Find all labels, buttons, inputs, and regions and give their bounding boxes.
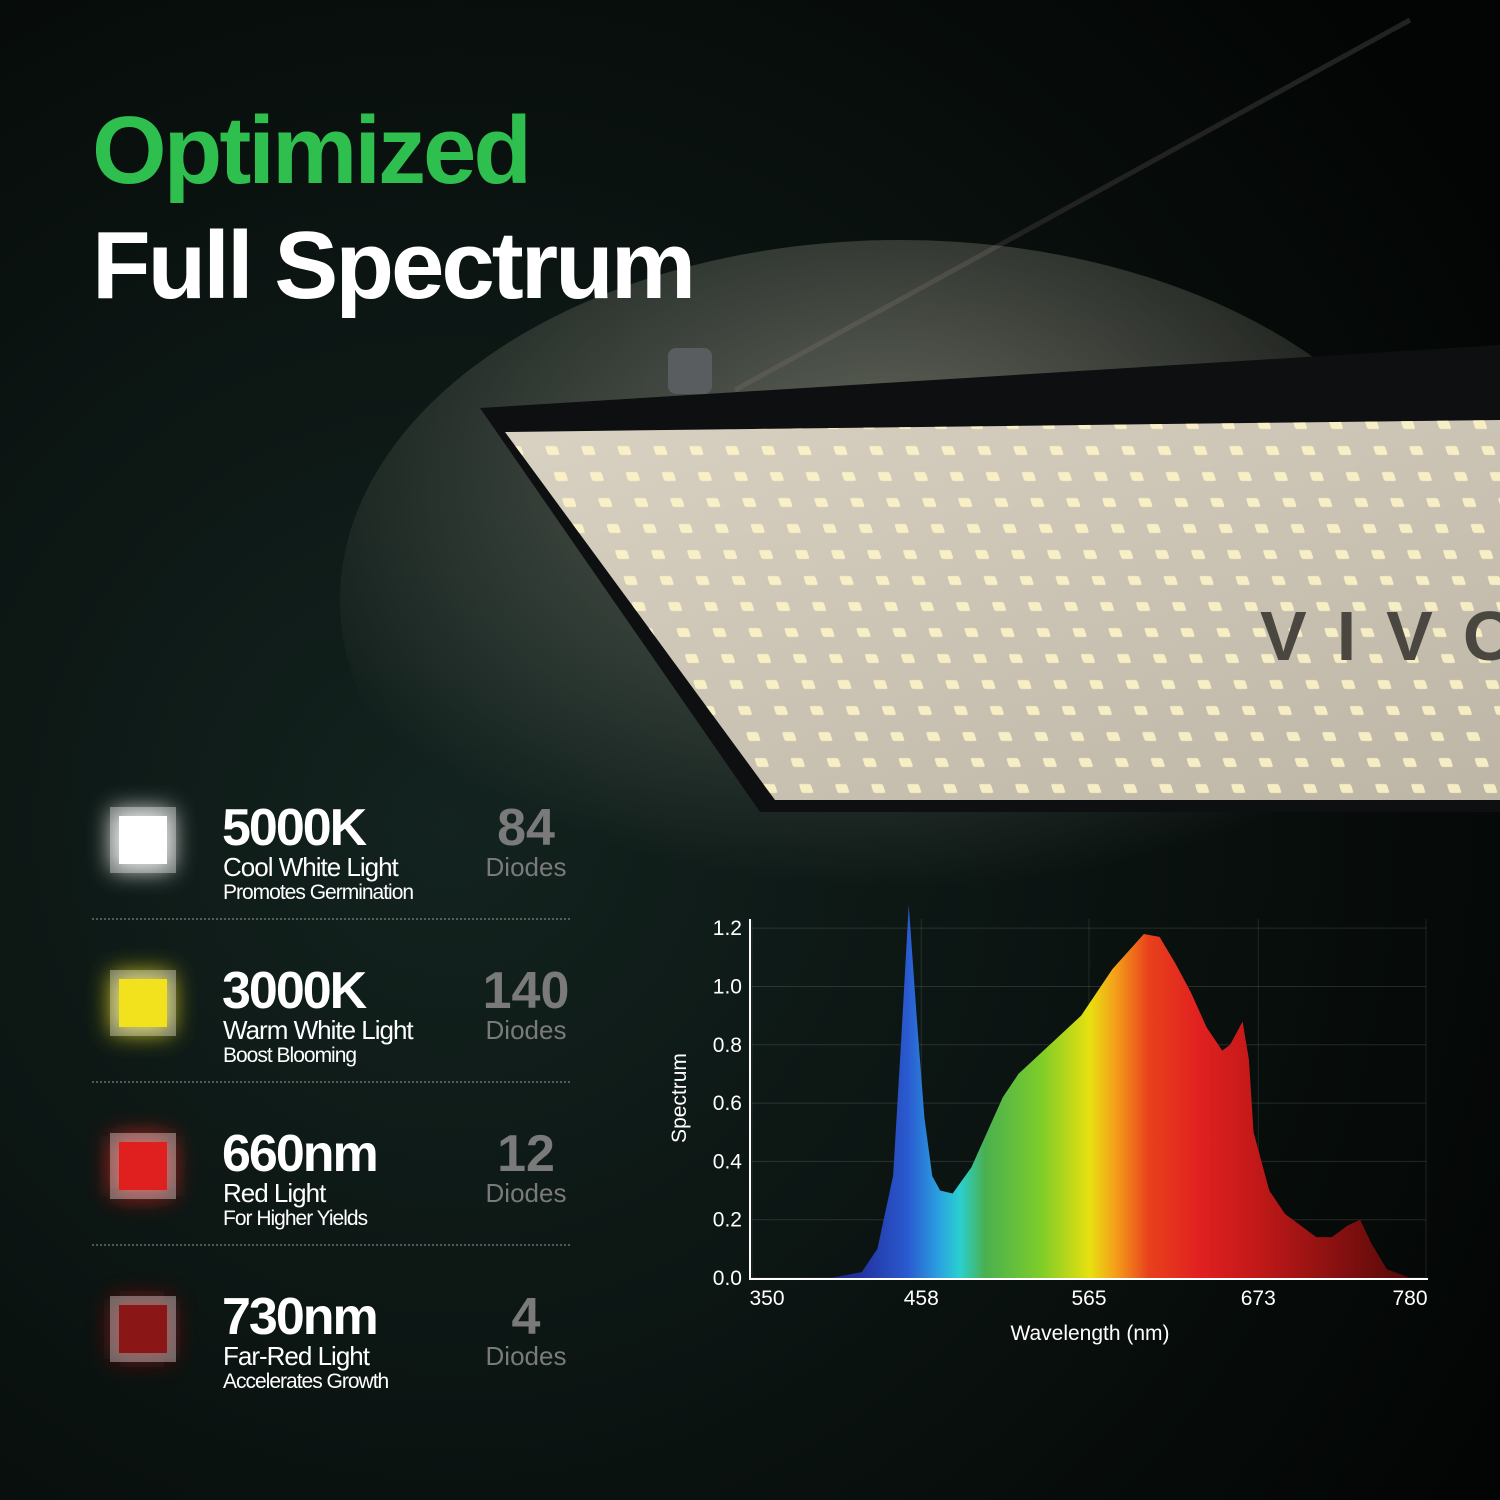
item-unit: Diodes — [486, 1178, 567, 1208]
item-name: 5000K — [222, 799, 368, 857]
x-axis-label: Wavelength (nm) — [1010, 1322, 1169, 1345]
item-count: 140 — [483, 962, 570, 1020]
item-description: Warm White Light — [223, 1015, 414, 1045]
item-name: 3000K — [222, 962, 368, 1020]
y-axis-label: Spectrum — [668, 1053, 691, 1143]
item-benefit: Boost Blooming — [223, 1044, 356, 1067]
x-tick-label: 565 — [1071, 1287, 1106, 1310]
item-description: Red Light — [223, 1178, 327, 1208]
item-benefit: Promotes Germination — [223, 881, 413, 904]
chart: Spectrum Wavelength (nm) 0.0 0.2 0.4 0.6 0.8… — [668, 904, 1428, 1345]
item-count: 4 — [512, 1288, 541, 1346]
y-tick-label: 0.0 — [713, 1267, 742, 1290]
spectrum-area — [830, 904, 1411, 1278]
item-unit: Diodes — [486, 1015, 567, 1045]
item-unit: Diodes — [486, 1341, 567, 1371]
item-unit: Diodes — [486, 852, 567, 882]
y-tick-label: 0.4 — [713, 1150, 743, 1173]
item-count: 84 — [497, 799, 555, 857]
item-description: Far-Red Light — [223, 1341, 371, 1371]
swatch — [119, 979, 167, 1027]
x-tick-label: 350 — [749, 1287, 784, 1310]
x-tick-label: 458 — [904, 1287, 939, 1310]
title: Optimized — [92, 97, 529, 204]
item-count: 12 — [497, 1125, 555, 1183]
y-tick-label: 1.0 — [713, 975, 742, 998]
x-tick-label: 780 — [1392, 1287, 1427, 1310]
item-benefit: For Higher Yields — [223, 1207, 368, 1230]
x-tick-label: 673 — [1241, 1287, 1276, 1310]
y-tick-label: 0.8 — [713, 1034, 742, 1057]
swatch — [119, 1142, 167, 1190]
item-name: 660nm — [222, 1125, 377, 1183]
y-tick-label: 0.2 — [713, 1209, 742, 1232]
swatch — [119, 816, 167, 864]
swatch — [119, 1305, 167, 1353]
item-description: Cool White Light — [223, 852, 400, 882]
y-tick-label: 0.6 — [713, 1092, 742, 1115]
item-benefit: Accelerates Growth — [223, 1370, 389, 1393]
y-tick-label: 1.2 — [713, 917, 742, 940]
subtitle: Full Spectrum — [92, 212, 693, 319]
item-name: 730nm — [222, 1288, 377, 1346]
